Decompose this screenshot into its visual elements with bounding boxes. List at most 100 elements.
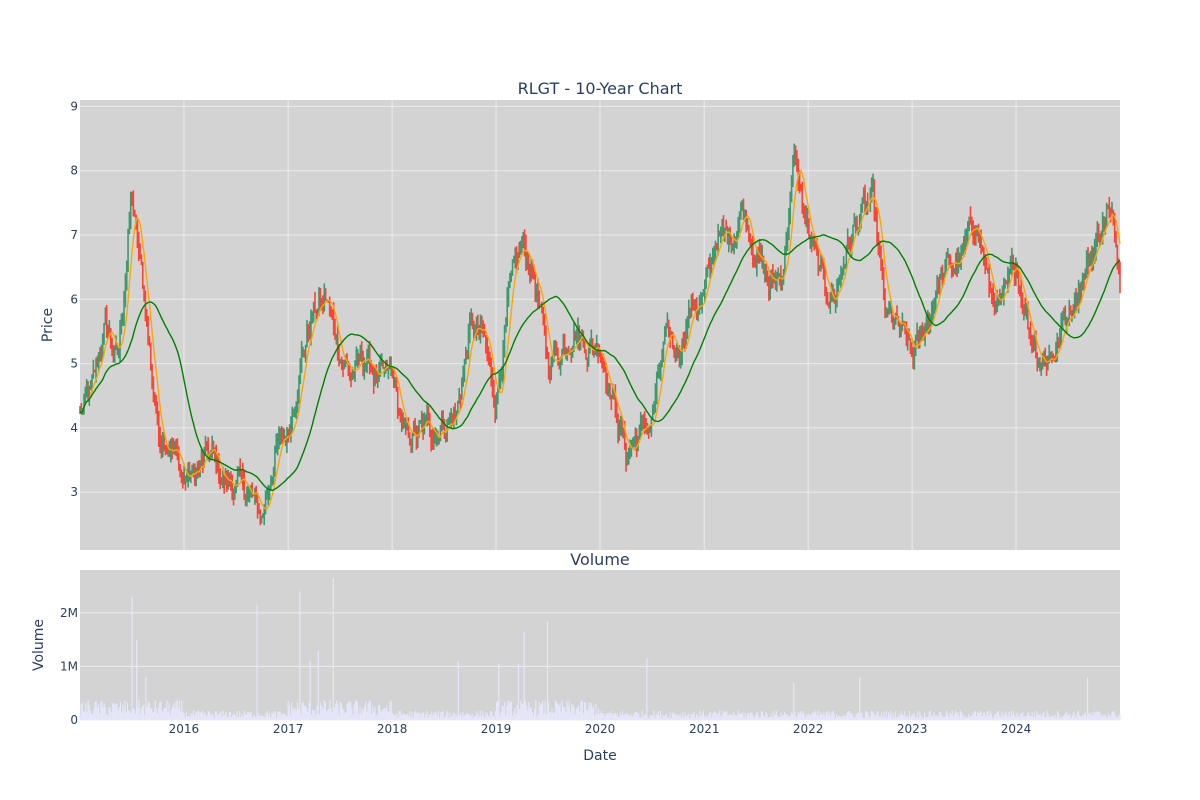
volume-bar (505, 715, 507, 720)
volume-bar (407, 716, 410, 720)
x-tick-label: 2022 (793, 722, 824, 736)
volume-bar (986, 711, 988, 720)
volume-bar (248, 711, 250, 720)
volume-bar (507, 700, 509, 720)
volume-bar (100, 702, 102, 720)
volume-bar (944, 715, 946, 720)
volume-bar (222, 710, 224, 720)
volume-bar (1022, 711, 1024, 720)
volume-bar (1029, 715, 1031, 720)
volume-bar (646, 658, 648, 720)
volume-bar (139, 714, 141, 720)
volume-bar (237, 716, 240, 720)
volume-bar (755, 714, 757, 720)
volume-bar (375, 714, 377, 720)
long-moving-average-line (79, 234, 1121, 492)
volume-bar (206, 714, 208, 720)
price-y-tick-label: 4 (70, 421, 78, 435)
volume-bar (766, 714, 768, 720)
volume-bar (584, 702, 587, 720)
volume-bar (780, 712, 782, 720)
volume-bar (563, 707, 565, 720)
volume-bar (123, 709, 125, 720)
volume-bar (204, 712, 206, 720)
volume-bar (490, 711, 492, 720)
volume-bar (549, 711, 551, 720)
volume-bar (80, 704, 82, 720)
volume-bar (929, 710, 931, 720)
volume-bar (210, 715, 212, 720)
volume-bar (284, 713, 286, 720)
volume-bar (895, 711, 897, 720)
volume-bar (596, 713, 598, 720)
volume-bar (889, 714, 891, 720)
volume-bar (976, 716, 978, 720)
volume-bar (509, 700, 511, 720)
volume-bar (103, 703, 105, 720)
volume-bar (921, 717, 923, 720)
date-axis-title: Date (583, 748, 616, 764)
volume-bar (601, 710, 603, 720)
volume-bar (457, 661, 459, 720)
volume-bar (811, 712, 813, 720)
volume-bar (434, 712, 436, 720)
volume-bar (277, 711, 279, 720)
volume-bar (1105, 716, 1107, 720)
volume-bar (425, 714, 427, 720)
volume-bar (639, 718, 641, 720)
volume-bar (501, 705, 503, 720)
volume-bar (711, 717, 713, 720)
volume-bar (603, 713, 605, 720)
volume-bar (329, 700, 331, 720)
volume-bar (1053, 716, 1055, 720)
volume-bar (1001, 711, 1003, 720)
volume-bar (286, 716, 288, 720)
volume-bar (184, 718, 186, 720)
volume-bar (932, 716, 934, 720)
volume-bar (321, 705, 323, 720)
volume-bar (217, 714, 219, 720)
volume-bar (362, 710, 364, 720)
volume-bar (802, 710, 804, 720)
volume-bar (512, 715, 514, 720)
volume-bar (274, 711, 277, 720)
volume-bar (697, 715, 699, 720)
volume-bar (281, 714, 283, 720)
volume-bar (520, 700, 522, 720)
volume-bar (528, 702, 530, 720)
volume-bar (322, 708, 324, 720)
volume-bar (323, 700, 325, 720)
volume-bar (800, 711, 802, 720)
volume-bar (630, 716, 632, 720)
volume-bar (433, 712, 435, 720)
volume-bar (912, 714, 914, 720)
volume-bar (202, 710, 204, 720)
volume-bar (182, 712, 184, 720)
volume-bar (925, 716, 927, 720)
volume-bar (640, 717, 642, 720)
volume-bar (808, 713, 810, 720)
volume-bar (419, 712, 421, 720)
volume-bar (121, 712, 123, 720)
volume-bar (529, 707, 531, 720)
volume-bar (645, 714, 647, 720)
volume-bar (448, 717, 450, 720)
volume-bar (510, 702, 513, 720)
x-tick-label: 2023 (897, 722, 928, 736)
volume-bar (1069, 714, 1071, 720)
volume-bar (974, 711, 976, 720)
volume-bar (536, 715, 538, 720)
volume-bar (971, 715, 973, 720)
volume-bar (882, 717, 884, 720)
volume-bar (351, 707, 353, 720)
volume-bar (169, 714, 171, 720)
volume-bar (205, 715, 207, 720)
volume-bar (943, 716, 945, 720)
volume-bar (947, 713, 949, 720)
volume-bar (1102, 714, 1104, 720)
volume-bar (849, 713, 852, 720)
volume-bar (839, 716, 841, 720)
volume-bar (613, 713, 616, 720)
volume-bar (293, 710, 295, 720)
volume-bar (741, 714, 743, 720)
